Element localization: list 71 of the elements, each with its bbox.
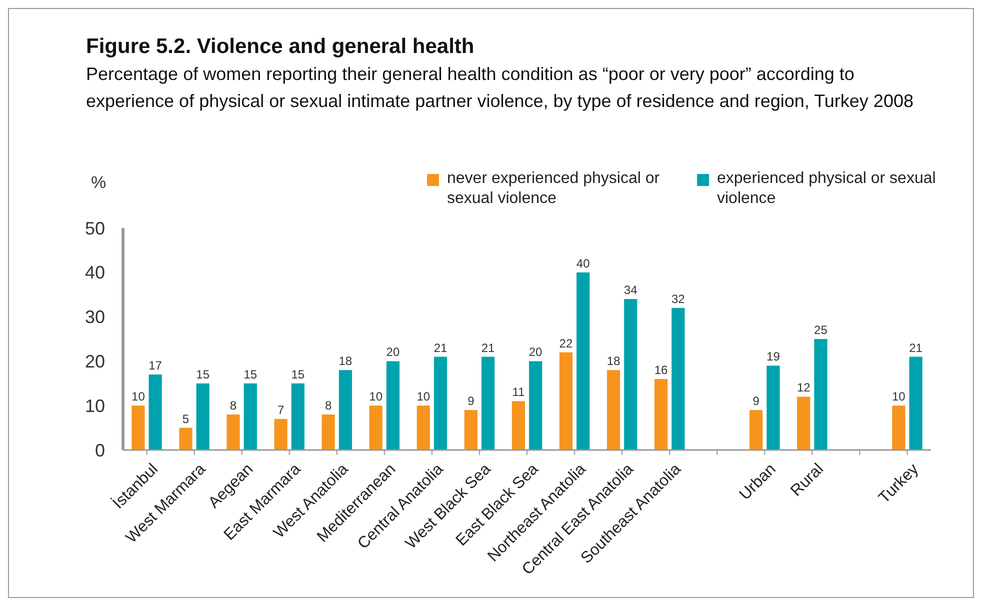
bar [529,361,542,450]
bar [559,352,573,450]
y-tick-label: 30 [84,307,105,328]
bar [624,299,638,450]
bar [909,356,922,450]
data-label: 18 [338,354,352,368]
data-label: 15 [291,367,305,382]
data-label: 9 [752,394,760,408]
data-label: 19 [766,350,780,364]
bar [291,383,304,450]
bar [672,308,685,450]
data-label: 8 [230,398,237,412]
bar [766,366,780,450]
data-label: 10 [369,390,383,404]
data-label: 25 [814,323,828,337]
bar [338,370,352,450]
legend-label: experienced physical or sexual violence [717,169,937,209]
legend-label: never experienced physical or sexual violence [447,169,661,209]
data-label: 12 [796,380,811,395]
data-label: 17 [148,358,162,373]
data-label: 22 [559,336,573,350]
bar [386,361,400,450]
data-label: 21 [481,340,496,355]
bar [196,383,210,450]
bar [892,406,906,450]
data-label: 34 [624,283,638,298]
data-label: 5 [182,412,190,426]
y-tick-label: 10 [84,396,105,416]
bar [814,339,828,450]
data-label: 40 [576,256,590,270]
bar [322,414,335,450]
bar [179,428,192,450]
data-label: 32 [671,292,686,306]
data-label: 21 [909,340,923,355]
y-tick-label: 20 [84,352,105,372]
bar [274,418,288,450]
bar [226,414,240,450]
data-label: 10 [132,390,146,404]
bar [416,406,430,450]
data-label: 18 [606,354,620,368]
bar [797,396,810,450]
data-label: 10 [416,390,430,404]
bar [369,406,382,450]
chart-title: Figure 5.2. Violence and general health [86,35,476,59]
bar [512,401,525,450]
data-label: 11 [512,385,525,400]
bar [244,383,257,450]
data-label: 16 [654,362,668,377]
y-tick-label: 0 [94,440,105,460]
data-label: 15 [244,367,258,382]
bar [464,410,478,450]
data-label: 15 [196,367,210,382]
chart-subtitle: Percentage of women reporting their general health condition as “poor or very poor” according to experience of physical or sexual intimate partner violence, by type of residence and region, Turkey 2008 [86,63,914,113]
bar [132,406,145,450]
data-label: 10 [892,390,906,404]
bar [576,272,590,450]
y-axis-title: % [91,173,106,192]
bar [481,356,495,450]
data-label: 7 [277,402,284,417]
data-label: 20 [528,345,543,360]
bar [606,370,620,450]
data-label: 8 [324,398,332,412]
data-label: 21 [434,340,448,355]
data-label: 20 [386,345,400,360]
y-tick-label: 50 [84,218,105,238]
bar [654,378,668,450]
bar [750,410,763,450]
y-tick-label: 40 [84,262,105,283]
bar [148,374,162,450]
data-label: 9 [468,394,475,408]
bar [434,356,448,450]
